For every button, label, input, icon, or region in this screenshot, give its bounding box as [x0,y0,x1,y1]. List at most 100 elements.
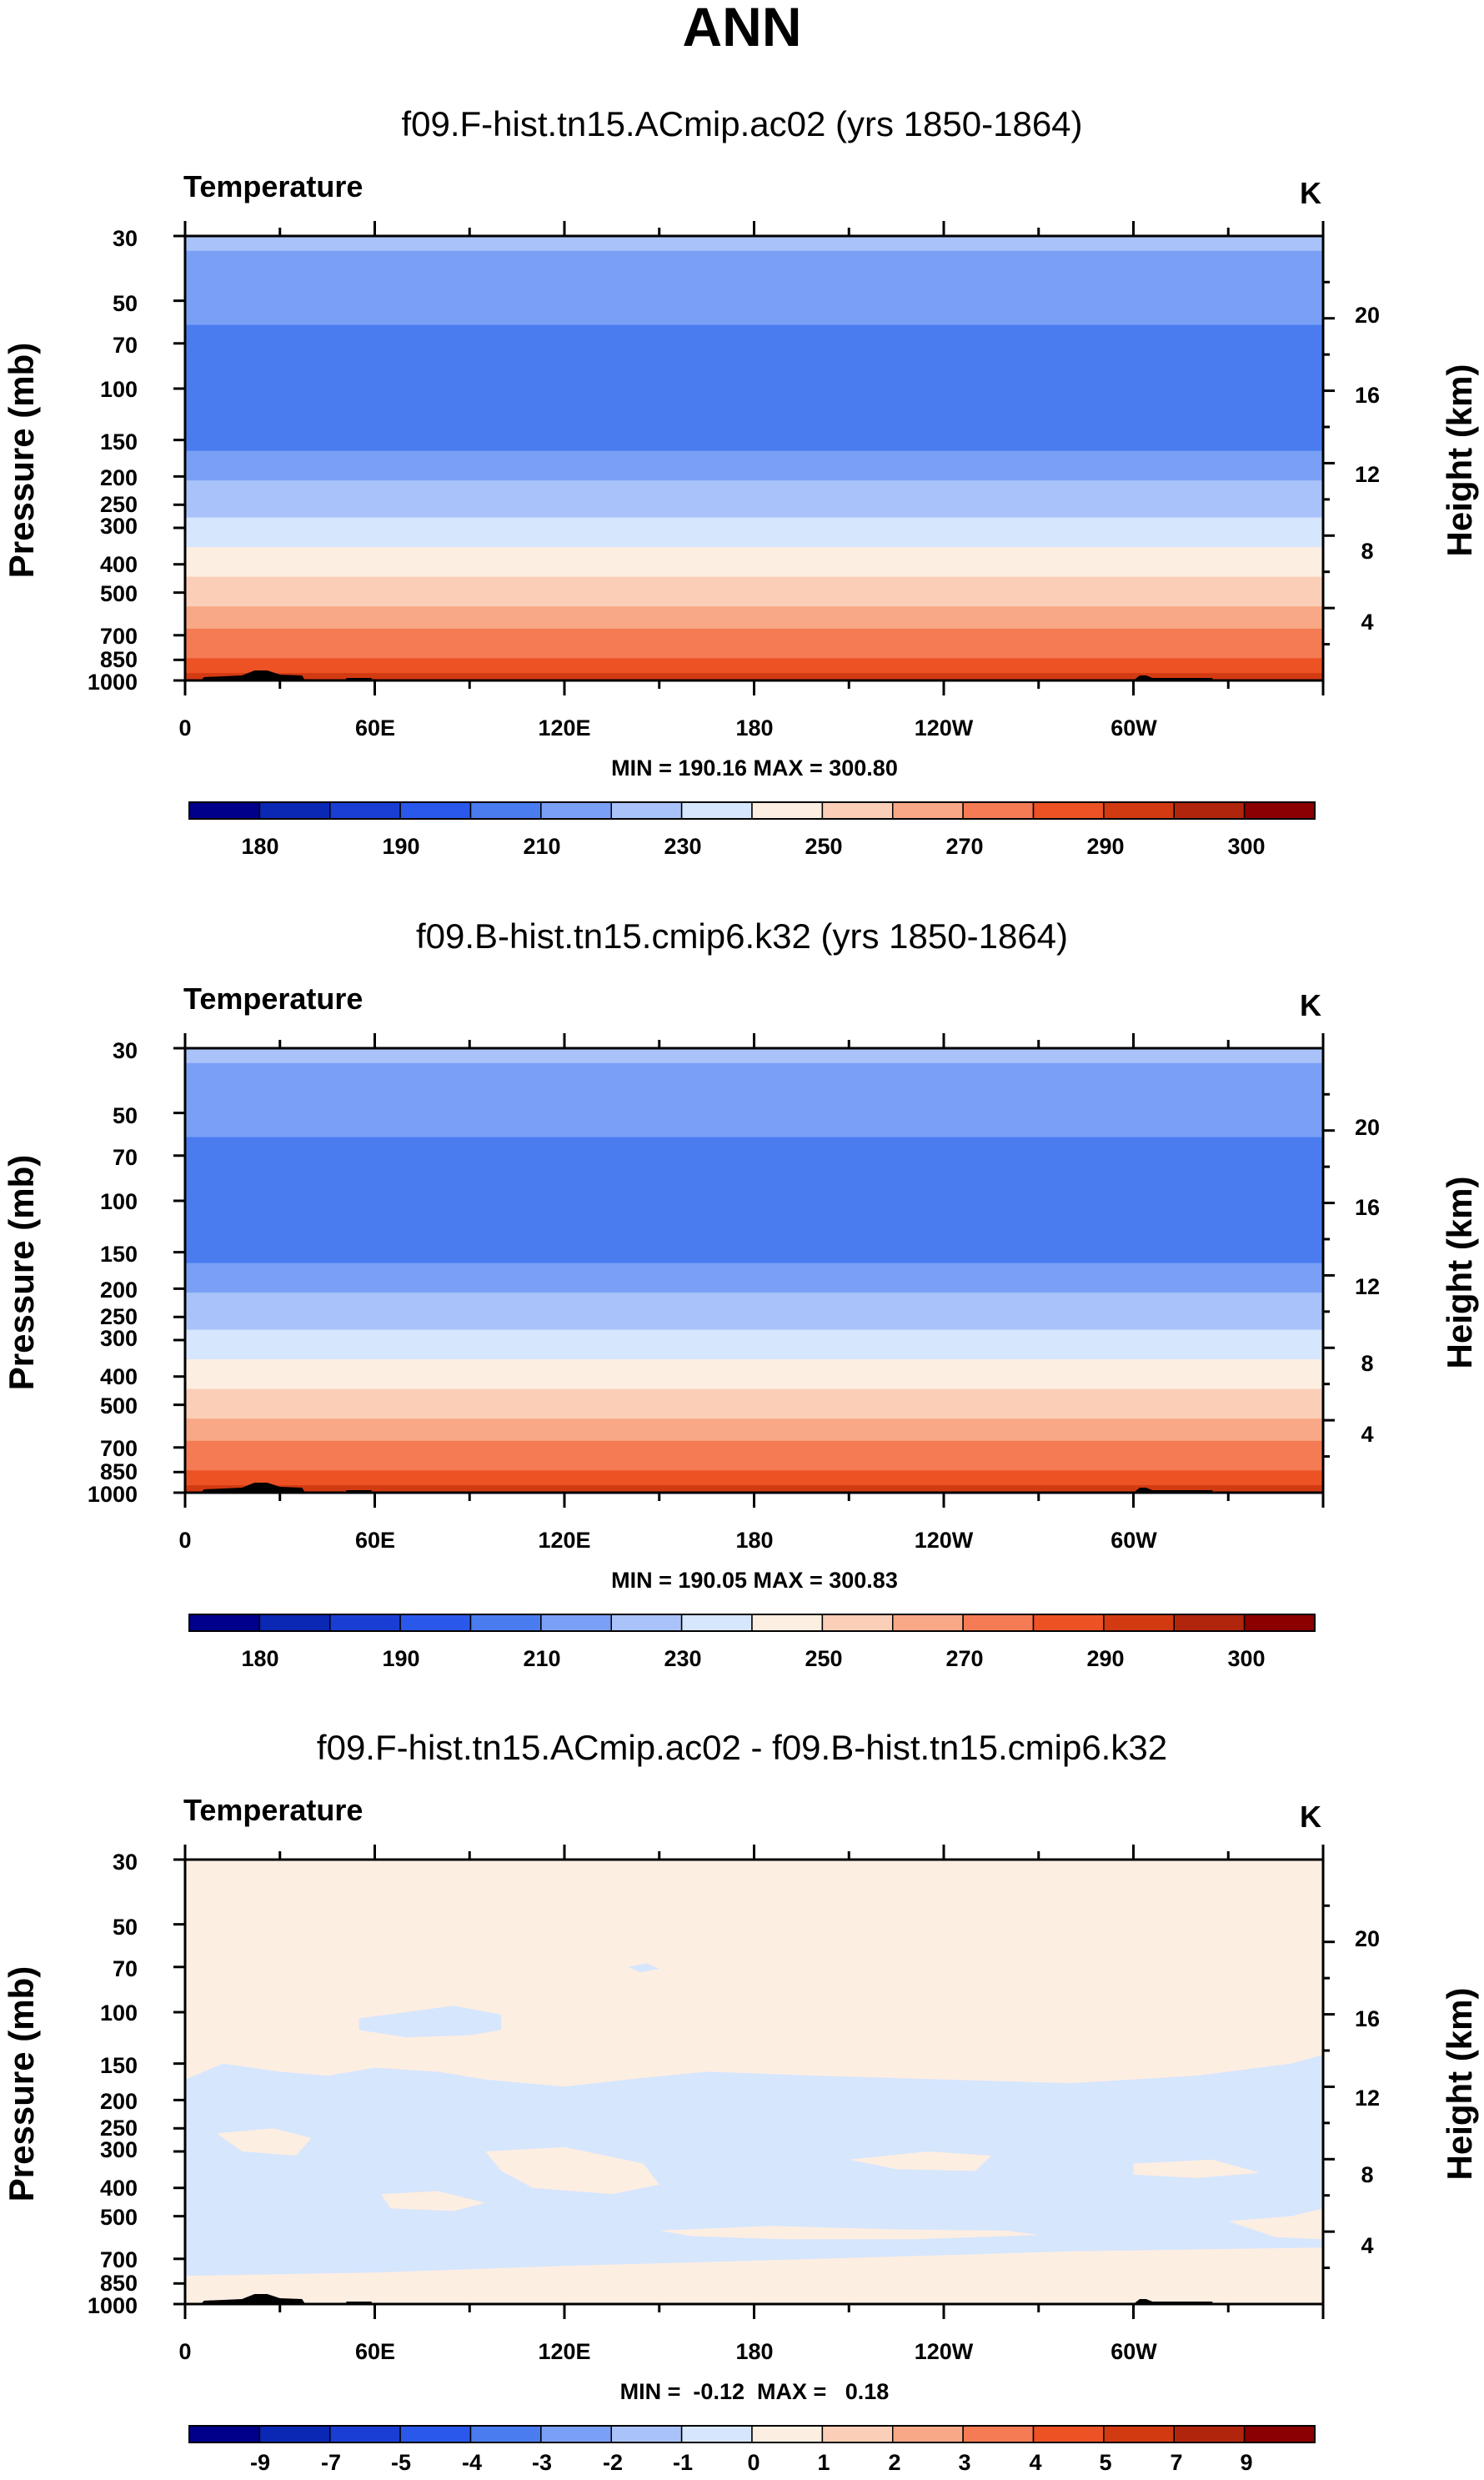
y-axis-label: Pressure (mb) [2,1155,41,1390]
contour-band [185,1263,1323,1272]
pressure-tick-label: 300 [100,1326,138,1351]
colorbar-swatch [1103,801,1175,820]
contour-band [185,599,1323,607]
contour-band [185,443,1323,452]
height-tick-label: 4 [1361,610,1373,635]
contour-band [185,309,1323,319]
contour-band [185,1159,1323,1167]
height-tick-label: 12 [1355,462,1380,487]
colorbar-swatch [821,1614,894,1632]
colorbar-swatch [258,1614,331,1632]
pressure-tick-label: 300 [100,514,138,539]
contour-band [185,1426,1323,1434]
pressure-tick-label: 100 [100,2001,138,2026]
pressure-tick-label: 200 [100,465,138,490]
contour-band [185,547,1323,555]
colorbar-swatch [1173,801,1246,820]
contour-band [185,1248,1323,1257]
terrain-asia [200,670,306,680]
contour-band [185,1122,1323,1131]
contour-band [185,1448,1323,1457]
contour-band [185,280,1323,289]
temperature-field [185,236,1323,681]
colorbar-swatch [188,801,261,820]
pressure-tick-label: 30 [113,1038,138,1063]
contour-band [185,465,1323,474]
contour-band [185,576,1323,585]
contour-band [185,635,1323,645]
colorbar-frame [188,2425,1316,2443]
colorbar-frame [188,801,1316,820]
colorbar-tick-label: 300 [1227,834,1265,859]
contour-band [185,1352,1323,1360]
colorbar-swatch [540,801,612,820]
pressure-tick-label: 700 [100,2247,138,2272]
colorbar-swatch [610,801,683,820]
terrain-asia [200,2294,306,2304]
colorbar-tick-label: 4 [1029,2450,1041,2475]
colorbar-swatch [751,1614,824,1632]
colorbar-tick-label: 290 [1086,1646,1124,1671]
contour-band [185,569,1323,578]
colorbar-swatch [962,1614,1035,1632]
lon-tick-label: 0 [178,1528,191,1553]
pressure-tick-label: 500 [100,2205,138,2230]
colorbar-swatch [329,1614,401,1632]
temperature-field [185,1048,1323,1494]
contour-band [185,606,1323,615]
colorbar-tick-label: 230 [664,834,701,859]
contour-band [185,1218,1323,1227]
contour-band [185,1092,1323,1101]
contour-band [185,532,1323,541]
contour-band [185,1270,1323,1279]
pressure-tick-label: 300 [100,2137,138,2162]
contour-band [185,1293,1323,1301]
contour-band [185,488,1323,496]
lon-tick-label: 180 [735,2339,773,2364]
contour-band [185,1373,1323,1383]
colorbar-tick-label: 2 [888,2450,900,2475]
contour-band [185,421,1323,429]
pressure-tick-label: 50 [113,1103,138,1128]
colorbar-swatch [1243,801,1316,820]
contour-band [185,1285,1323,1293]
units-label: K [1300,1800,1321,1834]
lon-tick-label: 0 [178,715,191,740]
contour-band-negative [358,2006,502,2038]
pressure-tick-label: 100 [100,377,138,402]
lon-tick-label: 120W [915,2339,974,2364]
contour-band [185,1048,1323,1057]
colorbar-swatch [1173,2425,1246,2443]
contour-band [185,1478,1323,1486]
lon-tick-label: 0 [178,2339,191,2364]
contour-band [185,258,1323,267]
pressure-tick-label: 700 [100,624,138,649]
height-tick-label: 20 [1355,1926,1380,1951]
contour-band-positive [849,2151,991,2171]
colorbar-swatch [821,801,894,820]
pressure-tick-label: 850 [100,1459,138,1484]
contour-band [185,628,1323,637]
pressure-tick-label: 150 [100,1242,138,1267]
contour-band [185,1196,1323,1205]
pressure-tick-label: 50 [113,1915,138,1940]
colorbar-tick-label: 210 [523,834,560,859]
lon-tick-label: 60E [355,715,395,740]
contour-band [185,250,1323,259]
contour-band [185,1381,1323,1390]
contour-band [185,643,1323,652]
contour-band [185,302,1323,311]
colorbar-tick-label: 180 [241,1646,278,1671]
contour-band [185,1344,1323,1353]
contour-band [185,591,1323,600]
contour-band [185,554,1323,563]
pressure-tick-label: 200 [100,2089,138,2114]
contour-band-positive [216,2128,312,2156]
contour-band [185,295,1323,304]
lon-tick-label: 120W [915,1528,974,1553]
lon-tick-label: 180 [735,715,773,740]
colorbar-swatch [962,2425,1035,2443]
pressure-tick-label: 250 [100,492,138,517]
contour-band [185,1055,1323,1064]
contour-band [185,1129,1323,1138]
